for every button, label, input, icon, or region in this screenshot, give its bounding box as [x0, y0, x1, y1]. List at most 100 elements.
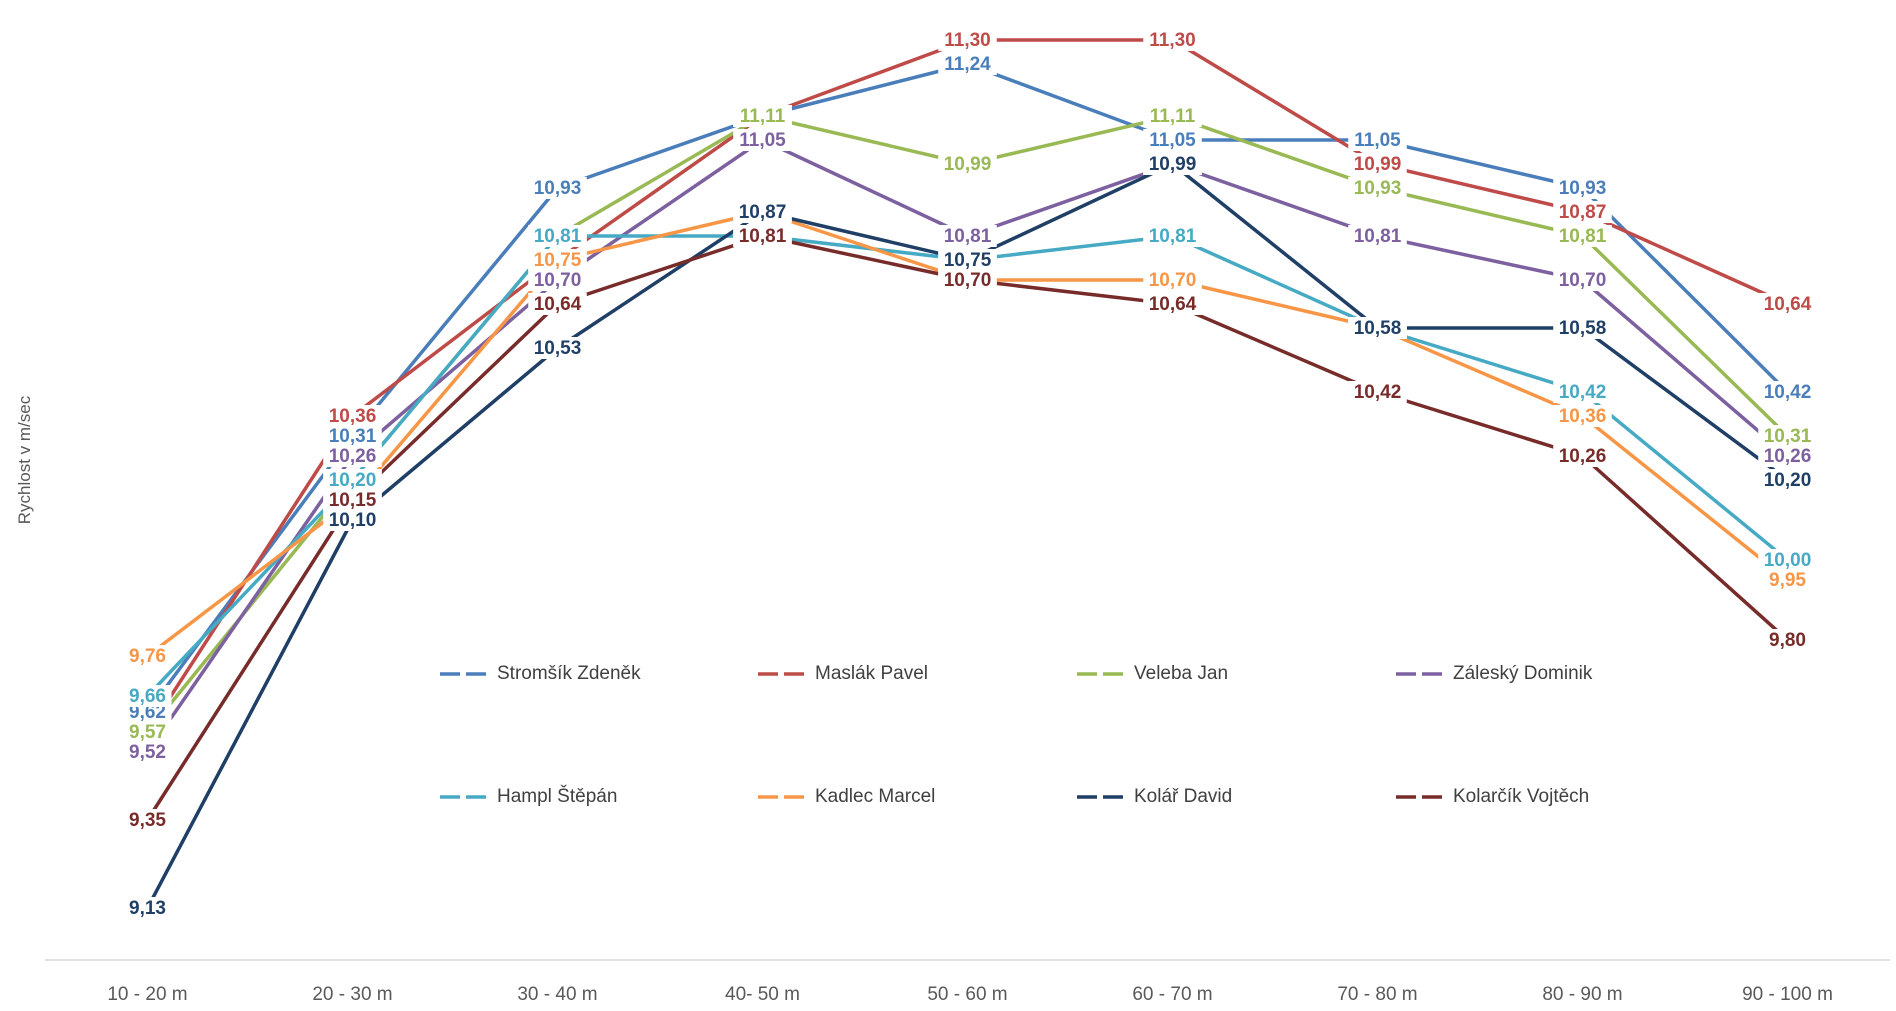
data-label: 10,58: [1553, 317, 1612, 339]
x-tick-label: 50 - 60 m: [927, 984, 1007, 1005]
data-label: 10,99: [938, 153, 997, 175]
svg-text:10,75: 10,75: [534, 250, 582, 271]
svg-text:11,30: 11,30: [944, 30, 991, 51]
svg-text:10,93: 10,93: [534, 178, 582, 199]
data-label: 9,80: [1763, 629, 1812, 651]
svg-text:11,05: 11,05: [739, 130, 786, 151]
svg-text:11,30: 11,30: [1149, 30, 1196, 51]
svg-text:11,05: 11,05: [1354, 130, 1401, 151]
data-label: 10,31: [323, 425, 382, 447]
data-label: 10,87: [1553, 201, 1612, 223]
svg-text:10,36: 10,36: [329, 406, 377, 427]
data-label: 11,05: [1143, 129, 1202, 151]
svg-text:10,26: 10,26: [1559, 446, 1607, 467]
svg-text:10,99: 10,99: [1354, 154, 1402, 175]
svg-text:10,81: 10,81: [1559, 226, 1607, 247]
svg-text:10,87: 10,87: [1559, 202, 1607, 223]
data-label: 10,42: [1758, 381, 1817, 403]
svg-text:10,00: 10,00: [1764, 550, 1812, 571]
svg-text:11,11: 11,11: [1150, 106, 1196, 127]
legend-item: Kadlec Marcel: [758, 786, 935, 807]
data-label: 10,81: [1553, 225, 1612, 247]
svg-text:10,26: 10,26: [329, 446, 377, 467]
data-label: 10,99: [1143, 153, 1202, 175]
x-tick-label: 40- 50 m: [725, 984, 800, 1005]
data-label: 10,64: [1143, 293, 1202, 315]
data-label: 10,99: [1348, 153, 1407, 175]
svg-text:9,95: 9,95: [1769, 570, 1806, 591]
data-label: 10,64: [528, 293, 587, 315]
data-label: 9,13: [123, 897, 172, 919]
data-label: 10,10: [323, 509, 382, 531]
data-label: 10,26: [1553, 445, 1612, 467]
svg-text:9,13: 9,13: [129, 898, 166, 919]
legend-label: Maslák Pavel: [815, 663, 928, 684]
data-label: 11,30: [938, 29, 997, 51]
svg-text:10,81: 10,81: [739, 226, 787, 247]
legend-label: Záleský Dominik: [1453, 663, 1593, 684]
svg-text:9,62: 9,62: [129, 702, 166, 723]
x-tick-label: 30 - 40 m: [517, 984, 597, 1005]
svg-text:10,81: 10,81: [1354, 226, 1402, 247]
data-label: 10,81: [938, 225, 997, 247]
legend-label: Kolarčík Vojtěch: [1453, 786, 1589, 807]
data-label: 10,81: [1348, 225, 1407, 247]
data-label: 11,11: [1143, 105, 1202, 127]
data-label: 10,87: [733, 201, 792, 223]
legend-label: Kadlec Marcel: [815, 786, 935, 807]
legend-item: Stromšík Zdeněk: [440, 663, 641, 684]
x-tick-label: 60 - 70 m: [1132, 984, 1212, 1005]
svg-text:10,93: 10,93: [1559, 178, 1607, 199]
svg-text:10,99: 10,99: [1149, 154, 1197, 175]
x-tick-label: 70 - 80 m: [1337, 984, 1417, 1005]
legend-label: Hampl Štěpán: [497, 785, 617, 807]
data-label: 10,70: [938, 269, 997, 291]
data-label: 10,93: [1348, 177, 1407, 199]
legend: Stromšík Zdeněk Maslák Pavel Veleba Jan Zál…: [440, 663, 1593, 807]
series-line: [145, 234, 1790, 822]
data-label: 10,75: [938, 249, 997, 271]
data-label: 9,52: [123, 741, 172, 763]
data-label: 10,70: [1143, 269, 1202, 291]
svg-text:10,31: 10,31: [329, 426, 377, 447]
data-label: 9,35: [123, 809, 172, 831]
svg-text:10,81: 10,81: [534, 226, 582, 247]
svg-text:10,81: 10,81: [1149, 226, 1197, 247]
data-label: 10,20: [1758, 469, 1817, 491]
legend-label: Veleba Jan: [1134, 663, 1228, 684]
data-label: 11,30: [1143, 29, 1202, 51]
svg-text:10,64: 10,64: [1764, 294, 1812, 315]
svg-text:10,93: 10,93: [1354, 178, 1402, 199]
data-label: 10,58: [1348, 317, 1407, 339]
x-tick-label: 80 - 90 m: [1542, 984, 1622, 1005]
data-label: 10,15: [323, 489, 382, 511]
legend-label: Kolář David: [1134, 786, 1232, 807]
svg-text:10,58: 10,58: [1559, 318, 1607, 339]
svg-text:10,70: 10,70: [1149, 270, 1197, 291]
data-label: 10,75: [528, 249, 587, 271]
svg-text:11,05: 11,05: [1149, 130, 1196, 151]
svg-text:9,80: 9,80: [1769, 630, 1806, 651]
data-label: 9,95: [1763, 569, 1812, 591]
svg-text:10,15: 10,15: [329, 490, 377, 511]
svg-text:9,76: 9,76: [129, 646, 166, 667]
svg-text:10,70: 10,70: [1559, 270, 1607, 291]
svg-text:9,35: 9,35: [129, 810, 166, 831]
data-label: 9,76: [123, 645, 172, 667]
data-label: 10,00: [1758, 549, 1817, 571]
svg-text:10,31: 10,31: [1764, 426, 1812, 447]
svg-text:10,53: 10,53: [534, 338, 582, 359]
svg-text:10,99: 10,99: [944, 154, 992, 175]
data-label: 10,31: [1758, 425, 1817, 447]
data-label: 10,70: [1553, 269, 1612, 291]
data-label: 11,05: [1348, 129, 1407, 151]
x-tick-label: 20 - 30 m: [312, 984, 392, 1005]
data-label: 11,05: [733, 129, 792, 151]
series-line: [145, 38, 1790, 734]
x-tick-label: 10 - 20 m: [107, 984, 187, 1005]
svg-text:9,57: 9,57: [129, 722, 166, 743]
legend-item: Hampl Štěpán: [440, 785, 617, 807]
data-label: 10,42: [1553, 381, 1612, 403]
data-label: 9,66: [123, 685, 172, 707]
